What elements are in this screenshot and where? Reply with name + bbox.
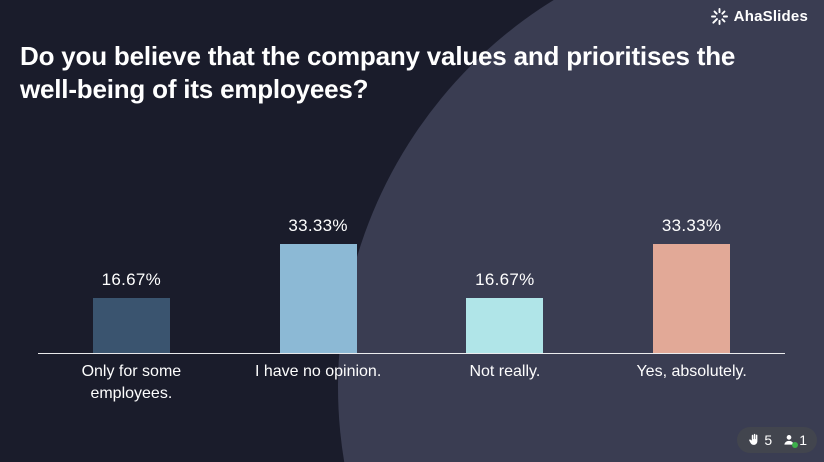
hand-count: 5 <box>764 432 773 448</box>
value-label: 33.33% <box>661 216 722 235</box>
bar-i-have-no-opinion <box>279 244 357 353</box>
bar-only-for-some-employees <box>92 298 170 353</box>
ahaslides-logo: AhaSlides <box>710 7 808 26</box>
category-label: Yes, absolutely. <box>598 361 785 404</box>
ahaslides-logo-text: AhaSlides <box>733 8 808 25</box>
question-title: Do you believe that the company values a… <box>20 41 736 105</box>
category-label-text: Only for some employees. <box>81 363 182 402</box>
hand-reaction-counter[interactable]: 5 <box>747 432 772 448</box>
value-label: 33.33% <box>288 216 348 235</box>
bar-not-really <box>466 298 544 353</box>
category-label-text: I have no opinion. <box>254 363 382 380</box>
reactions-pill[interactable]: 5 1 <box>737 427 817 453</box>
category-labels: Only for some employees. I have no opini… <box>38 361 785 404</box>
bar-yes-absolutely <box>653 244 731 353</box>
person-icon <box>782 433 799 448</box>
category-label: Not really. <box>412 361 599 404</box>
category-label: Only for some employees. <box>38 361 225 404</box>
category-label-text: Yes, absolutely. <box>636 363 747 380</box>
bar-column: 33.33% <box>598 216 785 353</box>
participants-counter[interactable]: 1 <box>782 432 807 448</box>
category-label-text: Not really. <box>469 363 541 380</box>
bar-column: 16.67% <box>412 270 599 353</box>
participant-count: 1 <box>799 432 807 448</box>
online-presence-dot <box>792 442 799 448</box>
value-label: 16.67% <box>101 270 162 289</box>
x-axis-line <box>38 353 785 354</box>
bar-column: 16.67% <box>38 270 225 353</box>
value-label: 16.67% <box>475 270 535 289</box>
category-label: I have no opinion. <box>225 361 412 404</box>
bar-column: 33.33% <box>225 216 412 353</box>
bar-chart: 16.67% 33.33% 16.67% 33.33% <box>38 0 785 353</box>
raised-hand-icon <box>747 433 761 447</box>
ahaslides-burst-icon <box>710 7 729 26</box>
